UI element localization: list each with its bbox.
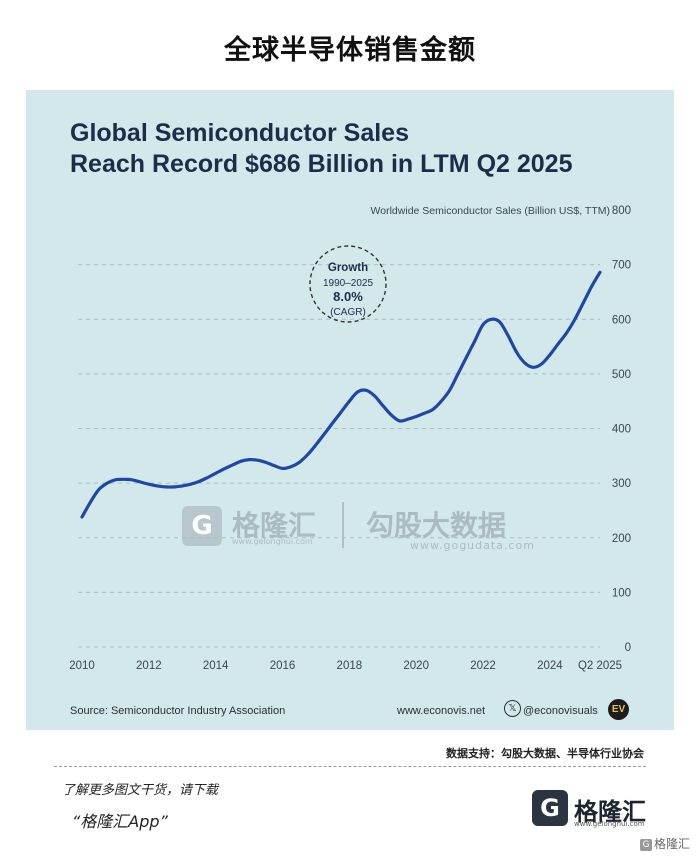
y-tick-labels: 0 100 200 300 400 500 600 700 800 [612,205,631,654]
y-tick-label: 800 [612,205,631,217]
gelonghui-url: www.gelonghui.com [574,820,645,828]
y-tick-label: 600 [612,314,631,326]
source-tag-name: 格隆汇 [653,837,690,851]
app-name: “格隆汇App” [72,812,168,831]
y-tick-label: 700 [612,260,631,272]
cagr-period: 1990–2025 [323,278,373,289]
cagr-label: Growth [328,262,368,274]
dashed-divider [54,766,646,767]
econovis-logo: EV [608,699,629,720]
y-tick-label: 500 [612,369,631,381]
x-tick-label: 2024 [537,660,563,672]
watermark-divider [342,502,344,548]
watermark-gelonghui-name: 格隆汇 [232,509,317,542]
watermark-gelonghui-icon: G [182,506,222,546]
website-link[interactable]: www.econovis.net [397,705,486,717]
source-note: Source: Semiconductor Industry Associati… [70,705,286,717]
watermark-gogudata-name: 勾股大数据 [366,509,507,542]
cagr-value: 8.0% [333,289,363,304]
y-axis-caption: Worldwide Semiconductor Sales (Billion U… [370,205,610,217]
gelonghui-logo-icon: G [532,790,568,826]
watermark-gogudata-url: www.gogudata.com [410,539,535,552]
x-tick-label: Q2 2025 [578,660,622,672]
social-handle[interactable]: @econovisuals [523,705,598,717]
page-title: 全球半导体销售金额 [224,35,476,66]
cagr-circle [309,245,387,323]
gelonghui-brand-name: 格隆汇 [574,798,646,826]
y-tick-label: 300 [612,478,631,490]
download-prompt: 了解更多图文干货，请下载 [62,783,219,798]
chart-panel: Global Semiconductor Sales Reach Record … [26,90,674,730]
chart-title: Global Semiconductor Sales Reach Record … [70,118,572,180]
data-support-note: 数据支持：勾股大数据、半导体行业协会 [446,747,644,760]
x-social-icon[interactable]: 𝕏 [504,700,521,717]
x-tick-label: 2012 [136,660,162,672]
x-tick-label: 2014 [203,660,229,672]
watermark-gelonghui-url: www.gelonghui.com [232,537,313,546]
wechat-source-tag: G 格隆汇 [639,835,690,852]
chart-title-line1: Global Semiconductor Sales [70,119,409,147]
y-tick-label: 200 [612,533,631,545]
x-tick-label: 2022 [470,660,496,672]
x-tick-label: 2018 [337,660,363,672]
cagr-unit: (CAGR) [330,307,366,318]
gridlines [78,264,600,648]
x-tick-label: 2016 [270,660,296,672]
chart-title-line2: Reach Record $686 Billion in LTM Q2 2025 [70,150,573,178]
y-tick-label: 0 [625,642,631,654]
y-tick-label: 100 [612,587,631,599]
x-tick-label: 2020 [403,660,429,672]
gelonghui-small-icon: G [639,838,652,851]
x-tick-label: 2010 [69,660,95,672]
x-tick-labels: 2010 2012 2014 2016 2018 2020 2022 2024 Q2 2025 [69,660,622,672]
cagr-annotation: Growth 1990–2025 8.0% (CAGR) [309,245,387,323]
y-tick-label: 400 [612,424,631,436]
series-line [80,270,602,519]
